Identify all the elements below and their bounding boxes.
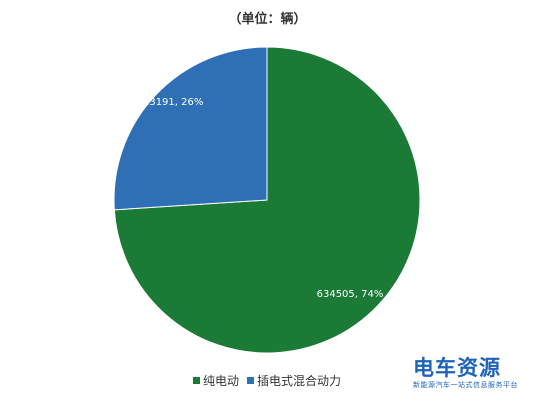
legend-label-bev: 纯电动 bbox=[203, 374, 240, 388]
legend-label-phev: 插电式混合动力 bbox=[257, 374, 342, 388]
legend-item-bev: 纯电动 bbox=[193, 372, 239, 389]
legend-swatch-phev bbox=[247, 377, 255, 384]
watermark-tagline: 新能源汽车一站式信息服务平台 bbox=[413, 381, 518, 389]
brand-watermark: 电车资源 新能源汽车一站式信息服务平台 bbox=[413, 356, 523, 398]
pie-slice-1 bbox=[113, 46, 268, 211]
watermark-logo-text: 电车资源 bbox=[413, 356, 501, 380]
chart-legend: 纯电动 插电式混合动力 bbox=[193, 372, 349, 389]
legend-swatch-bev bbox=[193, 377, 200, 384]
legend-item-phev: 插电式混合动力 bbox=[247, 372, 341, 389]
slice-data-label-0: 634505, 74% bbox=[317, 289, 384, 300]
chart-title: （单位：辆） bbox=[228, 12, 307, 27]
slice-data-label-1: 223191, 26% bbox=[137, 97, 204, 108]
